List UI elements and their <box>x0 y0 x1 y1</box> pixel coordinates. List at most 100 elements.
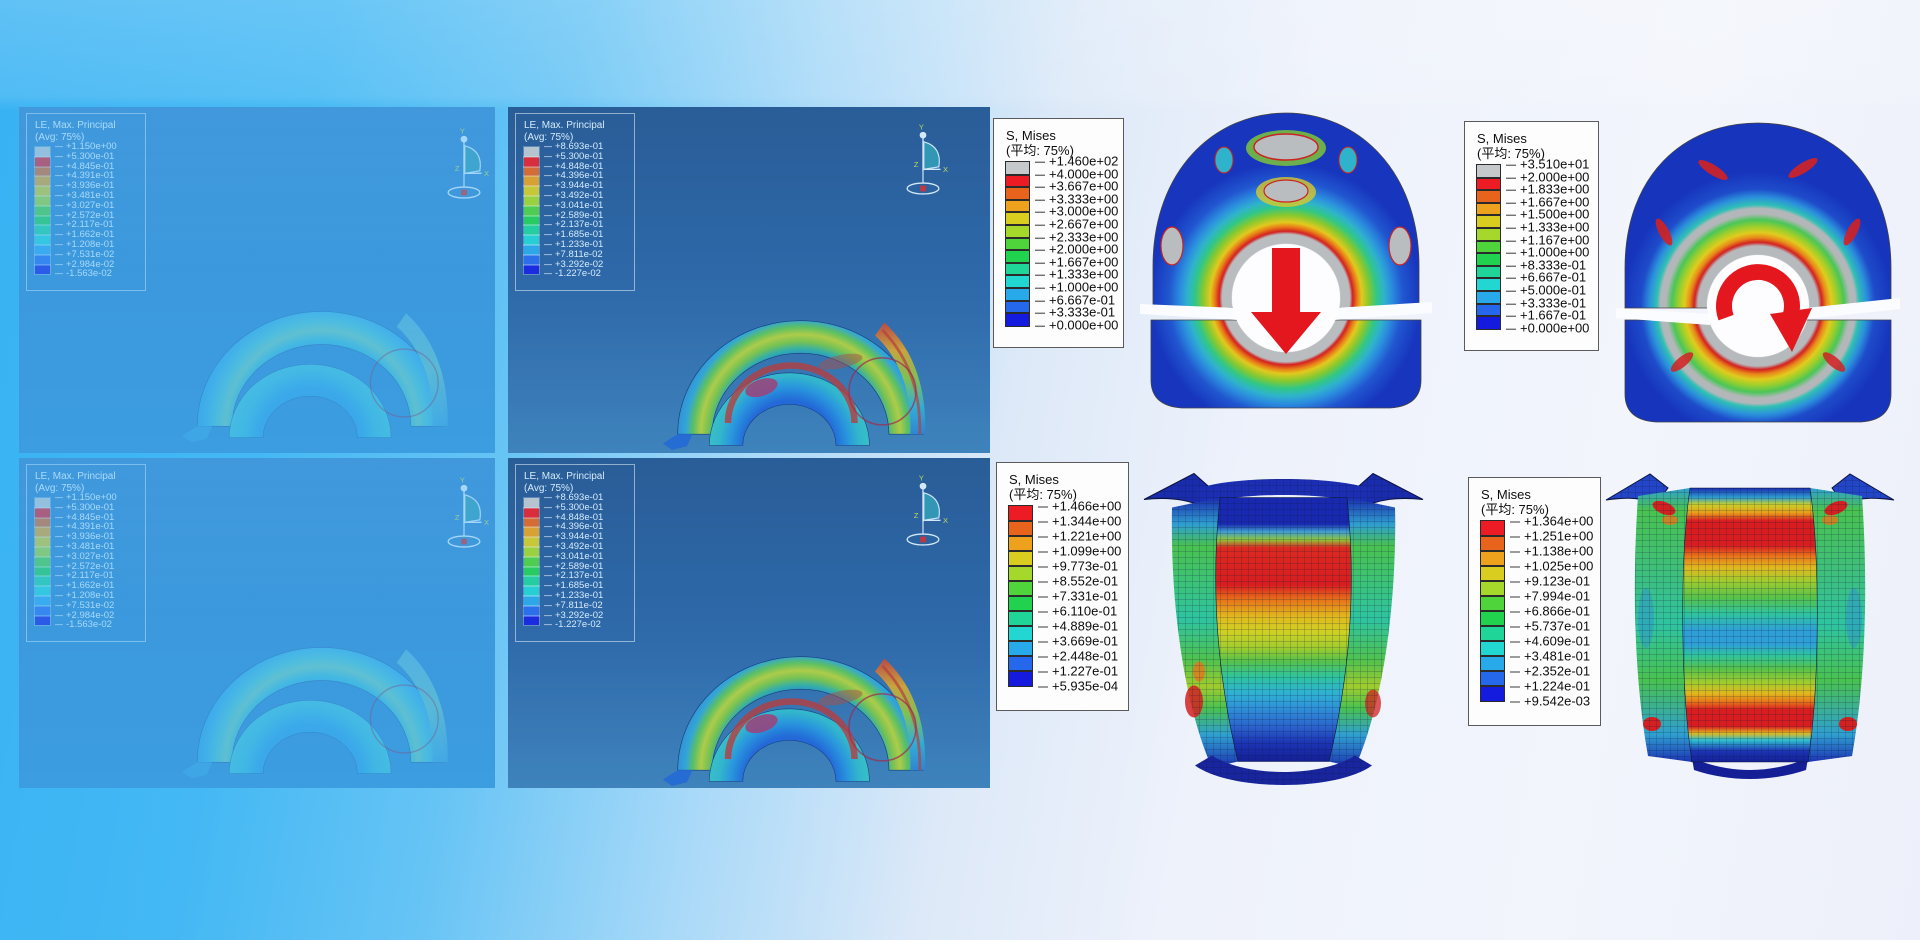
legend-tick-label: +3.492e-01 <box>544 542 603 552</box>
legend-color-band <box>1476 252 1501 267</box>
legend-color-band <box>1008 640 1033 657</box>
legend-color-band <box>1476 164 1501 179</box>
legend-color-band <box>34 585 51 597</box>
legend-tick-label: +1.150e+00 <box>55 493 117 503</box>
legend-tick-label: +5.737e-01 <box>1510 619 1593 634</box>
legend-tick-label: +6.110e-01 <box>1038 604 1121 619</box>
legend-tick-label: +4.889e-01 <box>1038 619 1121 634</box>
legend-color-band <box>523 165 540 178</box>
legend-color-band <box>34 516 51 529</box>
legend-tick-label: +5.300e-01 <box>55 152 117 162</box>
legend-color-band <box>34 175 51 188</box>
legend-color-band <box>523 214 540 227</box>
legend-color-band <box>34 546 51 558</box>
legend-title: S, Mises <box>1009 472 1059 487</box>
legend-tick-label: +1.460e+02 <box>1035 155 1118 169</box>
viewport-le-bottom-left: LE, Max. Principal (Avg: 75%) +1.150e+00… <box>19 458 495 788</box>
mises-legend-column-a: S, Mises (平均: 75%) +1.466e+00 +1.344e+00 +… <box>996 462 1129 711</box>
legend-colorbar <box>34 497 51 635</box>
dome-shell-rendering <box>182 311 448 443</box>
legend-subtitle: (Avg: 75%) <box>35 132 85 143</box>
legend-tick-label: +3.510e+01 <box>1506 158 1589 172</box>
view-triad-icon: Y X Z <box>906 122 948 195</box>
legend-color-band <box>1480 580 1505 597</box>
legend-subtitle: (Avg: 75%) <box>35 483 85 494</box>
legend-color-band <box>1480 670 1505 687</box>
legend-tick-label: +1.251e+00 <box>1510 529 1593 544</box>
legend-tick-label: +5.300e-01 <box>544 503 603 513</box>
legend-tick-label: +1.208e-01 <box>55 591 117 601</box>
legend-labels: +1.150e+00 +5.300e-01 +4.845e-01 +4.391e-01… <box>55 493 117 630</box>
legend-color-band <box>34 536 51 548</box>
legend-tick-label: +0.000e+00 <box>1506 322 1589 335</box>
legend-color-band <box>1476 302 1501 318</box>
legend-tick-label: +1.025e+00 <box>1510 559 1593 574</box>
legend-color-band <box>34 214 51 227</box>
legend-tick-label: +1.466e+00 <box>1038 499 1121 514</box>
legend-tick-label: +2.117e-01 <box>55 571 117 581</box>
legend-color-band <box>34 614 51 627</box>
legend-color-band <box>523 555 540 568</box>
contour-legend: LE, Max. Principal (Avg: 75%) +1.150e+00… <box>26 113 146 292</box>
triad-y-label: Y <box>919 122 924 131</box>
legend-color-band <box>1008 520 1033 537</box>
legend-color-band <box>1005 249 1030 264</box>
legend-tick-label: +7.531e-02 <box>55 250 117 260</box>
legend-color-band <box>1480 595 1505 612</box>
legend-tick-label: +1.833e+00 <box>1506 183 1589 197</box>
legend-color-band <box>34 243 51 256</box>
legend-color-band <box>1480 640 1505 657</box>
legend-tick-label: +3.027e-01 <box>55 201 117 211</box>
legend-title: S, Mises <box>1481 487 1531 502</box>
legend-tick-label: +1.500e+00 <box>1506 208 1589 222</box>
legend-color-band <box>523 575 540 588</box>
dome-shell-rendering <box>182 647 448 779</box>
legend-tick-label: +4.848e-01 <box>544 161 603 172</box>
legend-color-band <box>1476 201 1501 217</box>
legend-color-band <box>523 516 540 529</box>
legend-color-band <box>523 146 540 158</box>
legend-tick-label: +1.000e+00 <box>1035 281 1118 295</box>
triad-z-label: Z <box>455 513 460 522</box>
legend-tick-label: +1.685e-01 <box>544 581 603 591</box>
legend-tick-label: +1.233e-01 <box>544 240 603 250</box>
legend-color-band <box>1008 550 1033 567</box>
contour-legend: LE, Max. Principal (Avg: 75%) +8.693e-01… <box>515 464 635 643</box>
legend-tick-label: +2.000e+00 <box>1035 243 1118 257</box>
legend-tick-label: +9.542e-03 <box>1510 694 1593 709</box>
legend-tick-label: +7.331e-01 <box>1038 589 1121 604</box>
legend-color-band <box>1008 655 1033 672</box>
triad-z-label: Z <box>914 511 919 520</box>
legend-color-band <box>34 204 51 217</box>
legend-tick-label: +2.984e-02 <box>55 610 117 621</box>
legend-tick-label: +1.167e+00 <box>1506 233 1589 247</box>
legend-color-band <box>1005 236 1030 252</box>
legend-color-band <box>34 185 51 197</box>
legend-tick-label: +1.667e-01 <box>1506 309 1589 323</box>
legend-tick-label: +3.292e-02 <box>544 259 603 270</box>
legend-title: S, Mises <box>1477 131 1527 146</box>
legend-tick-label: +6.667e-01 <box>1506 271 1589 285</box>
legend-title: LE, Max. Principal <box>524 120 605 131</box>
legend-color-band <box>523 526 540 539</box>
legend-tick-label: +3.944e-01 <box>544 532 603 542</box>
legend-color-band <box>1005 211 1030 226</box>
legend-color-band <box>523 536 540 548</box>
mises-legend-column-b: S, Mises (平均: 75%) +1.364e+00 +1.251e+00 +… <box>1468 477 1601 726</box>
legend-tick-label: +1.224e-01 <box>1510 679 1593 694</box>
legend-tick-label: +2.333e+00 <box>1035 230 1118 244</box>
legend-color-band <box>34 146 51 158</box>
legend-tick-label: +8.333e-01 <box>1506 259 1589 272</box>
legend-color-band <box>34 195 51 207</box>
legend-tick-label: +3.481e-01 <box>55 191 117 201</box>
legend-tick-label: +3.936e-01 <box>55 181 117 191</box>
legend-tick-label: +3.333e-01 <box>1035 306 1118 320</box>
legend-color-band <box>1476 176 1501 192</box>
legend-tick-label: +3.481e-01 <box>55 542 117 552</box>
triad-x-label: X <box>484 518 489 527</box>
legend-tick-label: +4.609e-01 <box>1510 634 1593 649</box>
triad-x-label: X <box>943 165 948 174</box>
legend-color-band <box>1480 655 1505 672</box>
contour-legend: LE, Max. Principal (Avg: 75%) +1.150e+00… <box>26 464 146 643</box>
column-buckling-mesh-b <box>1605 473 1895 779</box>
